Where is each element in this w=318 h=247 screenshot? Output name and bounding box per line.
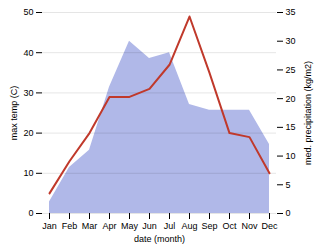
svg-text:35: 35	[286, 7, 296, 17]
svg-text:40: 40	[23, 48, 33, 58]
svg-text:30: 30	[286, 36, 296, 46]
svg-text:Aug: Aug	[181, 221, 197, 231]
svg-text:10: 10	[286, 151, 296, 161]
svg-text:Jul: Jul	[164, 221, 176, 231]
svg-text:max temp (C): max temp (C)	[9, 86, 19, 141]
svg-text:Feb: Feb	[62, 221, 78, 231]
svg-text:50: 50	[23, 7, 33, 17]
svg-text:Nov: Nov	[241, 221, 258, 231]
svg-text:0: 0	[28, 208, 33, 218]
svg-text:Oct: Oct	[222, 221, 237, 231]
svg-text:10: 10	[23, 168, 33, 178]
svg-text:Apr: Apr	[102, 221, 116, 231]
svg-text:date (month): date (month)	[134, 234, 185, 244]
svg-text:Jan: Jan	[42, 221, 57, 231]
svg-text:30: 30	[23, 88, 33, 98]
svg-text:15: 15	[286, 122, 296, 132]
svg-text:Mar: Mar	[82, 221, 98, 231]
svg-text:May: May	[121, 221, 139, 231]
svg-text:0: 0	[286, 208, 291, 218]
svg-text:med. precipitation (kg/m2): med. precipitation (kg/m2)	[303, 61, 313, 165]
svg-text:20: 20	[23, 128, 33, 138]
svg-text:5: 5	[286, 180, 291, 190]
svg-text:Jun: Jun	[142, 221, 157, 231]
svg-text:Sep: Sep	[201, 221, 217, 231]
svg-text:Dec: Dec	[261, 221, 278, 231]
svg-text:25: 25	[286, 65, 296, 75]
svg-text:20: 20	[286, 94, 296, 104]
